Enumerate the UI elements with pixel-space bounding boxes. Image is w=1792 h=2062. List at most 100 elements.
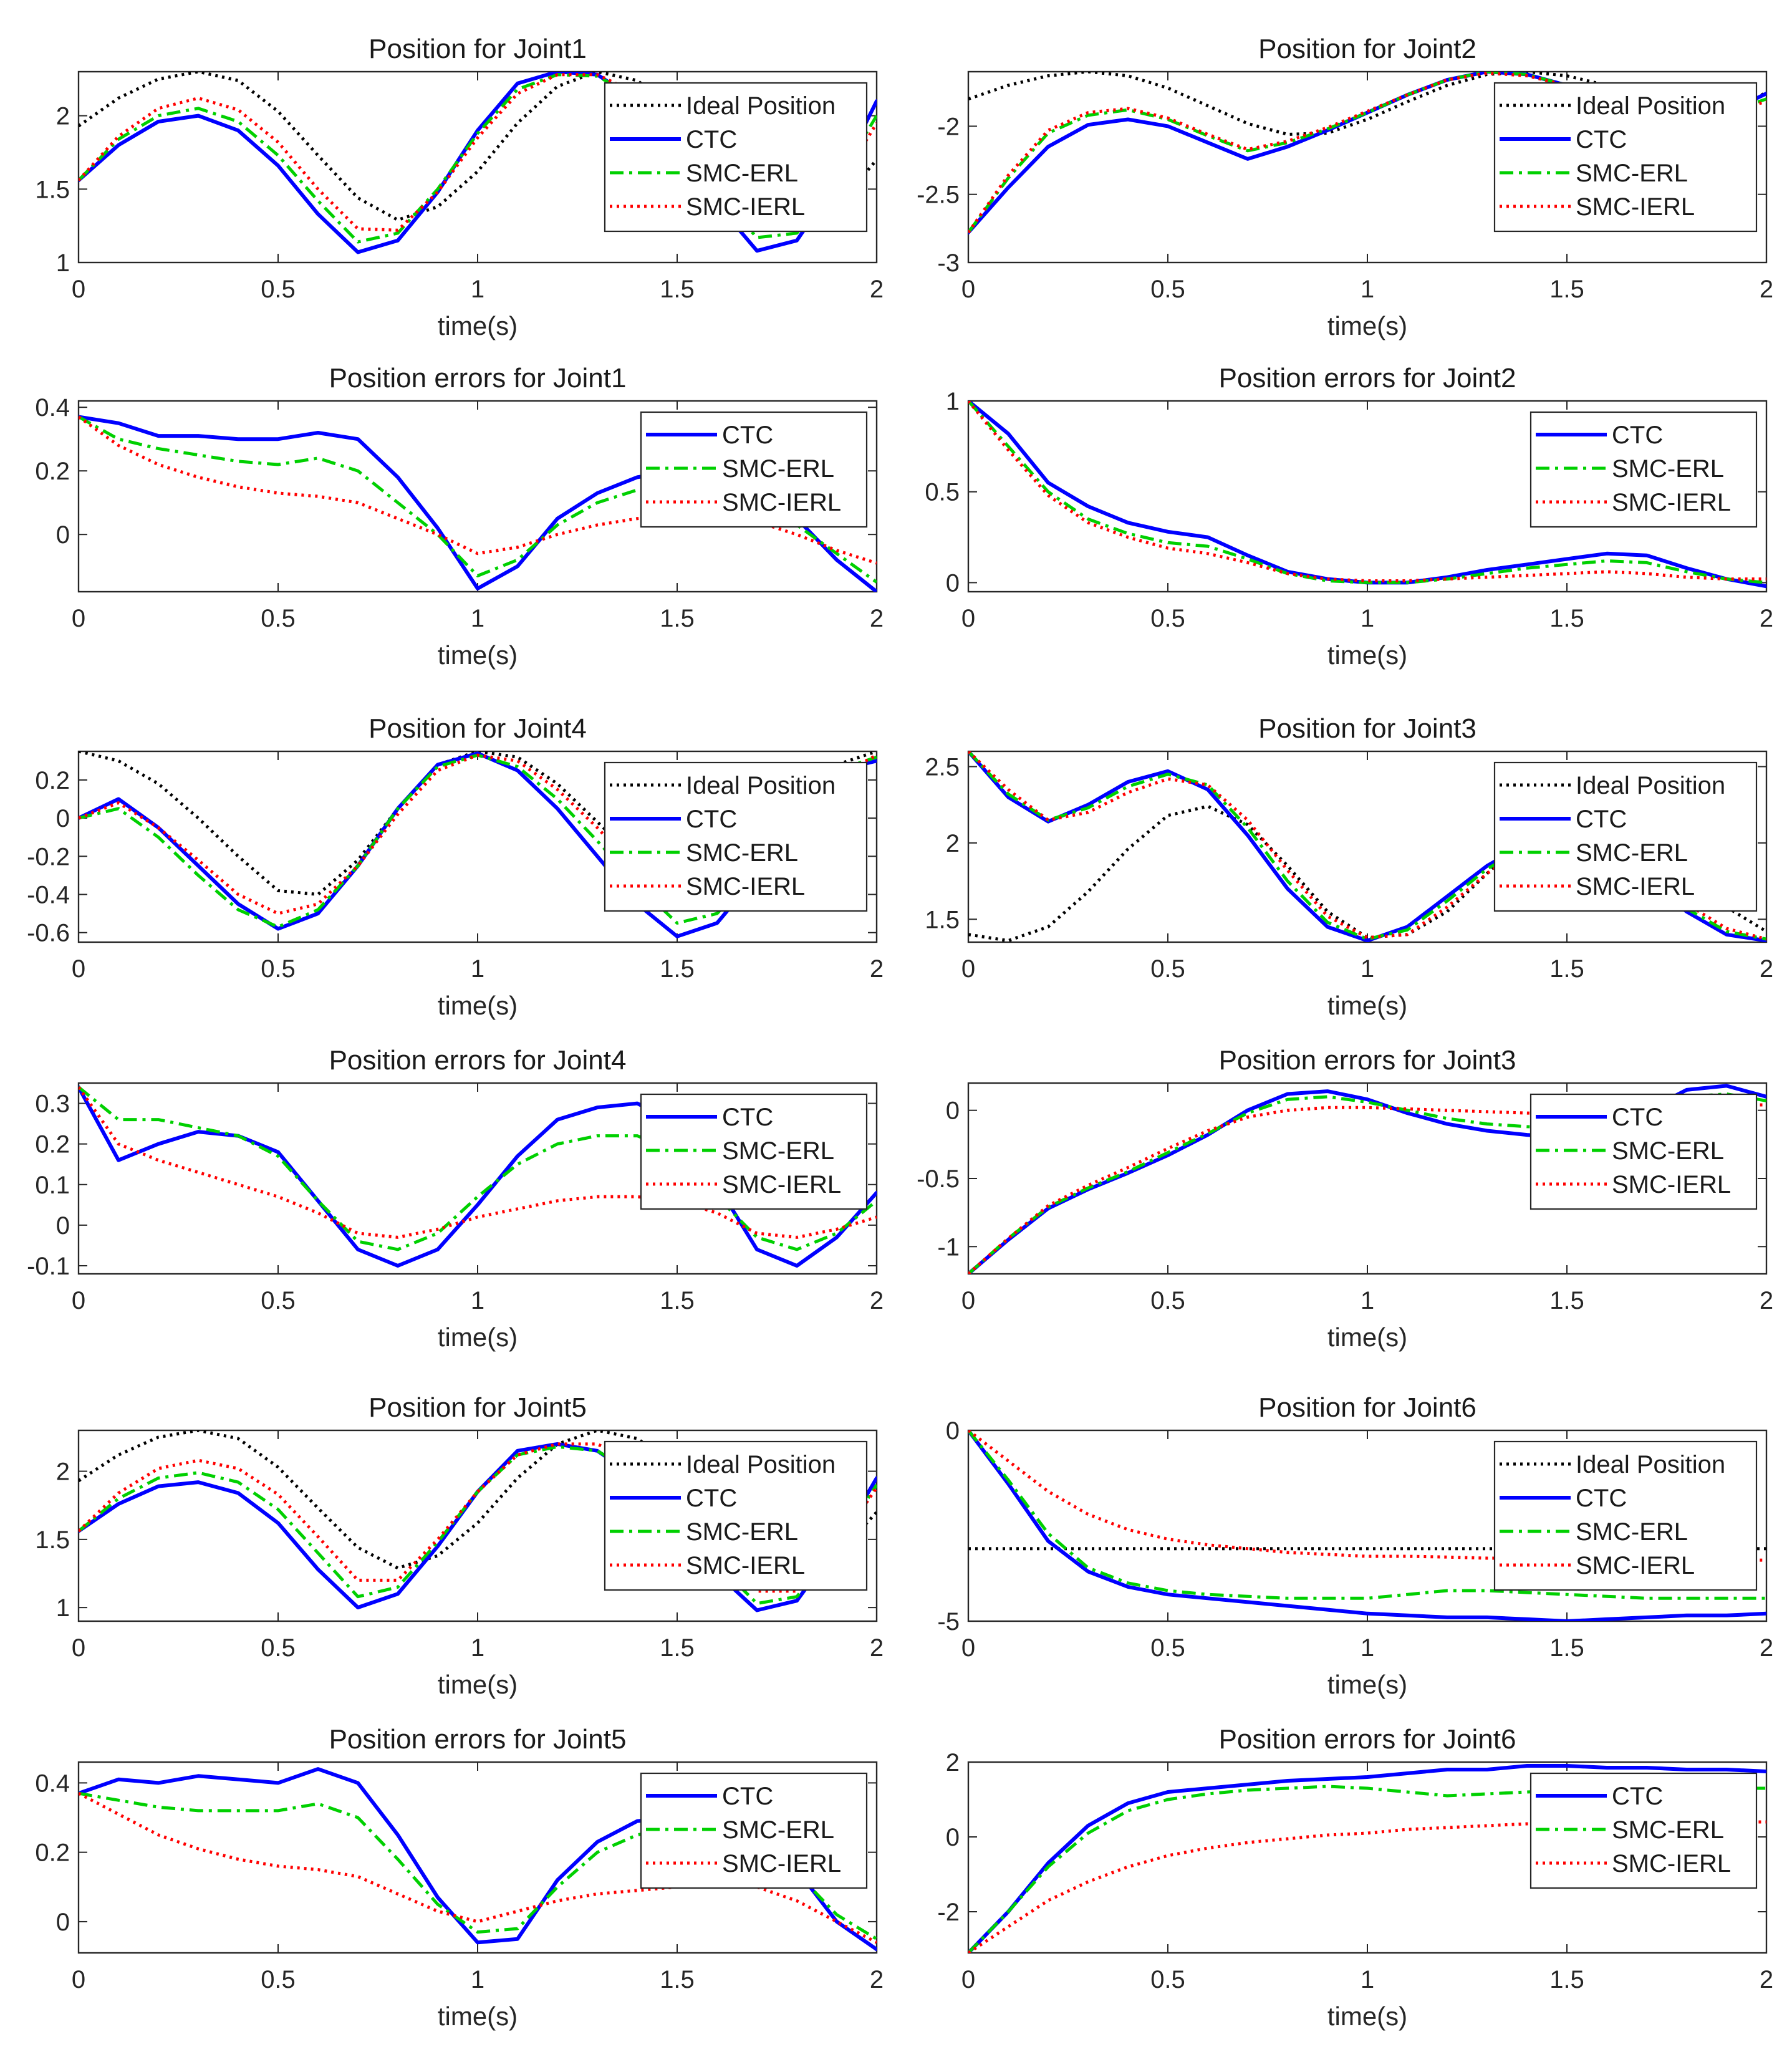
legend-label: SMC-ERL [722,455,834,483]
legend-box [1493,761,1758,912]
y-tick-label: 1.5 [35,1526,70,1554]
x-tick-label: 0 [961,605,975,632]
legend-label: SMC-ERL [1612,1816,1724,1844]
chart-title: Position errors for Joint5 [329,1724,627,1755]
legend-label: SMC-IERL [686,193,805,221]
x-tick-label: 0.5 [1150,1287,1185,1314]
legend-label: CTC [686,806,737,833]
x-axis-label: time(s) [1327,991,1407,1020]
x-axis-label: time(s) [438,2002,518,2031]
chart-panel-pos-j4: Position for Joint4 0 0.5 1 1.5 2 -0.6 -0.4 -0.2… [27,713,884,1020]
x-tick-label: 0.5 [261,955,296,983]
x-tick-label: 2 [870,955,884,983]
x-tick-label: 0 [961,276,975,303]
x-tick-label: 2 [1760,1287,1773,1314]
y-tick-label: 2 [56,103,70,130]
x-tick-label: 1 [471,1287,484,1314]
x-tick-label: 1.5 [660,276,695,303]
legend-label: SMC-IERL [1576,873,1695,900]
chart-title: Position for Joint1 [369,34,587,64]
legend-label: CTC [1612,1104,1663,1131]
legend-box [1493,82,1758,233]
y-tick-label: -0.6 [27,920,70,947]
legend-label: CTC [722,1104,773,1131]
x-tick-label: 1.5 [1549,1634,1584,1662]
x-tick-label: 1.5 [660,1287,695,1314]
legend-label: SMC-ERL [1612,1137,1724,1165]
x-tick-label: 1 [1361,276,1374,303]
y-tick-label: 1 [56,1594,70,1622]
chart-panel-pos-j1: Position for Joint1 0 0.5 1 1.5 2 1 1.5 2 time(s)… [35,34,884,340]
x-tick-label: 1 [1361,1966,1374,1993]
x-tick-label: 1.5 [1549,1966,1584,1993]
legend: Ideal Position CTC SMC-ERL SMC-IERL [604,82,868,233]
y-tick-label: -2.5 [917,181,960,209]
x-tick-label: 0 [72,605,85,632]
x-tick-label: 1.5 [660,1634,695,1662]
x-tick-label: 2 [1760,955,1773,983]
legend-label: SMC-IERL [1576,193,1695,221]
legend-label: SMC-ERL [686,160,798,187]
legend-label: CTC [686,1485,737,1512]
y-tick-label: -0.5 [917,1165,960,1193]
legend-label: CTC [1612,1783,1663,1810]
x-axis-label: time(s) [1327,1670,1407,1699]
x-tick-label: 0 [961,1287,975,1314]
legend: Ideal Position CTC SMC-ERL SMC-IERL [1493,82,1758,233]
y-tick-label: 0.4 [35,394,70,422]
series-line-ctc [79,72,877,254]
chart-panel-err-j3: Position errors for Joint3 0 0.5 1 1.5 2 -1 -0.… [917,1045,1773,1352]
series-line-erl [79,1086,877,1251]
series-group [79,1085,877,1268]
legend-label: SMC-ERL [1612,455,1724,483]
x-tick-label: 0.5 [1150,605,1185,632]
x-tick-label: 0 [72,1966,85,1993]
x-tick-label: 0.5 [261,1966,296,1993]
y-tick-label: -0.4 [27,882,70,909]
chart-panel-pos-j3: Position for Joint3 0 0.5 1 1.5 2 1.5 2 2.5 time(… [925,713,1773,1020]
series-line-ierl [79,415,877,565]
x-tick-label: 1.5 [660,605,695,632]
y-tick-label: 2 [946,830,960,857]
chart-panel-err-j6: Position errors for Joint6 0 0.5 1 1.5 2 -2 0 2 t… [937,1724,1773,2031]
series-line-ierl [79,1791,877,1944]
x-tick-label: 0 [72,955,85,983]
x-tick-label: 0.5 [261,1287,296,1314]
x-tick-label: 1 [471,1634,484,1662]
x-tick-label: 1 [471,1966,484,1993]
y-tick-label: 0.1 [35,1172,70,1199]
y-tick-label: 0.3 [35,1091,70,1118]
series-line-erl [968,1430,1766,1600]
legend: Ideal Position CTC SMC-ERL SMC-IERL [1493,761,1758,912]
x-tick-label: 0.5 [261,276,296,303]
series-line-ierl [79,73,877,232]
legend-label: CTC [1612,422,1663,449]
y-tick-label: 0.5 [925,479,960,506]
legend-label: SMC-ERL [1576,1518,1688,1546]
legend-label: SMC-IERL [722,1171,841,1198]
series-line-ideal [79,1430,877,1570]
chart-panel-err-j5: Position errors for Joint5 0 0.5 1 1.5 2 0 0.2 0… [35,1724,884,2031]
x-tick-label: 2 [1760,276,1773,303]
x-tick-label: 2 [870,1966,884,1993]
legend-label: Ideal Position [686,92,836,120]
y-tick-label: -2 [937,113,960,140]
legend-label: SMC-IERL [1576,1552,1695,1579]
y-tick-label: 1.5 [925,906,960,933]
x-tick-label: 1 [1361,1634,1374,1662]
legend: Ideal Position CTC SMC-ERL SMC-IERL [604,761,868,912]
legend-label: Ideal Position [1576,92,1725,120]
legend: CTC SMC-ERL SMC-IERL [640,1093,868,1210]
chart-title: Position for Joint5 [369,1392,587,1423]
legend-label: Ideal Position [1576,1451,1725,1478]
x-tick-label: 0 [961,1634,975,1662]
chart-title: Position for Joint6 [1258,1392,1476,1423]
x-axis-label: time(s) [1327,640,1407,670]
x-tick-label: 1.5 [660,1966,695,1993]
y-tick-label: 1 [56,249,70,277]
x-tick-label: 0.5 [261,1634,296,1662]
legend-label: CTC [1576,126,1627,153]
x-axis-label: time(s) [438,1670,518,1699]
y-tick-label: -3 [937,249,960,277]
chart-title: Position errors for Joint6 [1219,1724,1516,1755]
